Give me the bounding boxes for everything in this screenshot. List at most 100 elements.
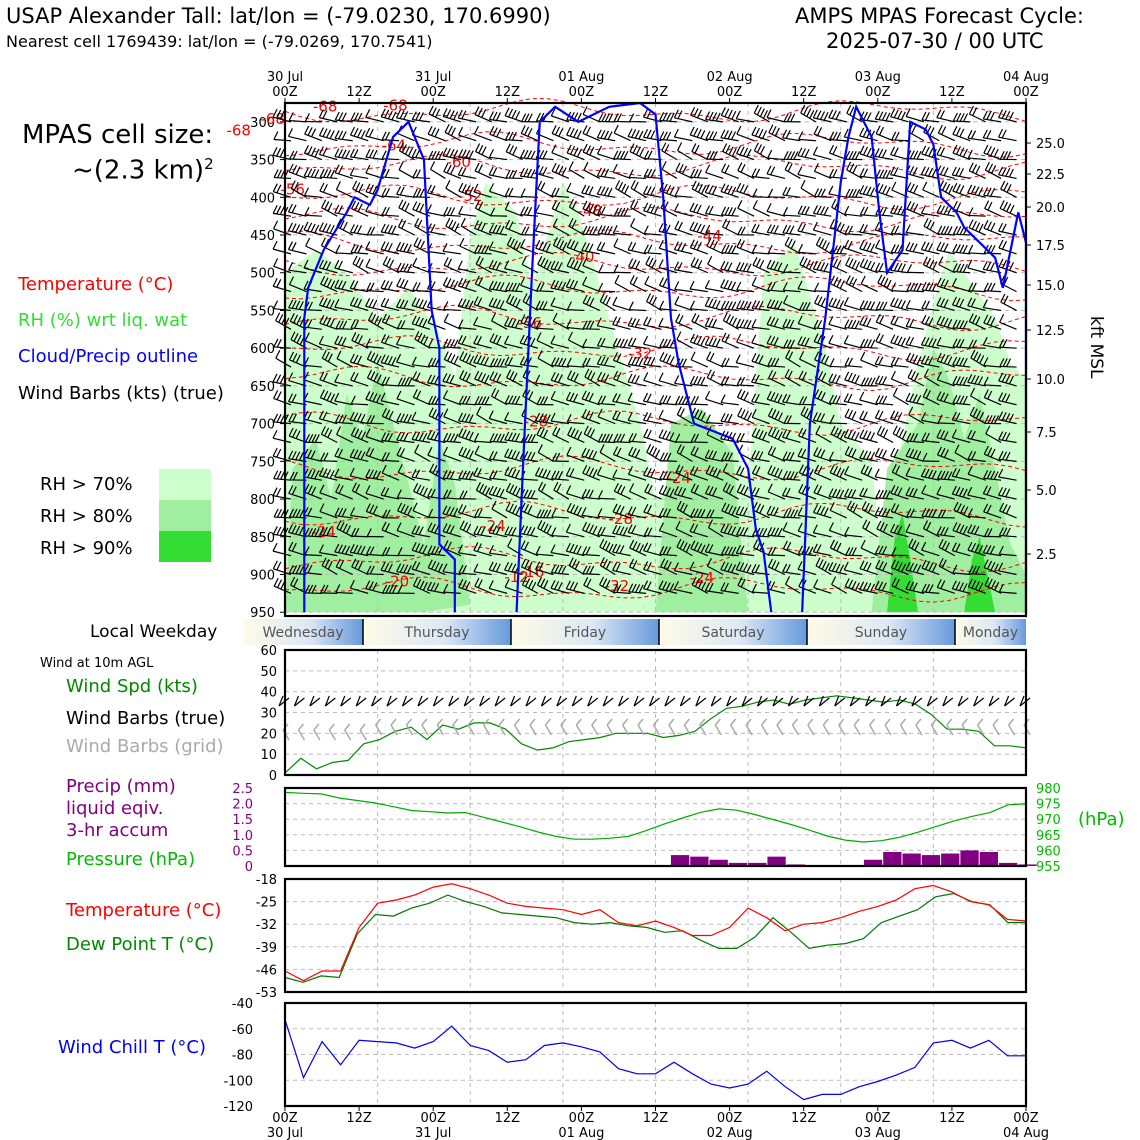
barb-feather [905, 299, 911, 309]
barb-shaft [304, 175, 322, 180]
wind-barb [366, 350, 384, 368]
barb-feather [401, 144, 407, 153]
barb-feather [690, 351, 696, 361]
barb-shaft [335, 491, 353, 500]
barb-feather [321, 199, 327, 209]
wind-barb [582, 357, 600, 368]
barb-feather [453, 339, 459, 348]
barb-feather [404, 202, 410, 212]
wind-barb [304, 206, 322, 217]
wind-barb [815, 236, 832, 255]
wind-barb [318, 146, 338, 161]
barb-shaft [550, 342, 570, 349]
barb-feather [428, 508, 434, 518]
barb-feather [891, 282, 897, 291]
barb-feather [823, 206, 829, 216]
barb-feather [907, 369, 913, 378]
barb-feather [422, 487, 428, 497]
barb-shaft [489, 190, 508, 198]
barb-feather [411, 148, 417, 158]
barb-shaft [459, 403, 477, 406]
barb-feather [582, 106, 588, 115]
barb-feather [507, 449, 513, 458]
barb-feather [357, 335, 363, 344]
wind-barb [720, 183, 739, 198]
barb-feather [523, 149, 529, 159]
wind-barb [381, 131, 400, 142]
barb-feather [804, 148, 810, 158]
barb-feather [431, 107, 437, 116]
wind-barb [736, 300, 755, 312]
barb-shaft [489, 569, 508, 576]
wind-barb [596, 129, 616, 142]
wind-barb [845, 275, 863, 293]
barb-feather [512, 505, 518, 514]
barb-feather [499, 488, 505, 498]
barb-feather [489, 358, 495, 367]
barb-feather [415, 372, 421, 382]
barb-feather [357, 429, 363, 439]
legend-rh70: RH > 70% [40, 474, 133, 495]
barb-feather [735, 354, 741, 363]
wind-barb [874, 221, 894, 236]
barb-feather [596, 466, 602, 476]
wind-barb [722, 143, 739, 161]
barb-feather [658, 429, 664, 438]
wind-barb [304, 527, 322, 538]
barb-feather [322, 316, 328, 325]
barb-feather [855, 261, 861, 270]
wind-barb [428, 339, 446, 349]
barb-feather [817, 296, 823, 305]
barb-feather [419, 240, 425, 250]
wind-barb [534, 561, 554, 576]
barb-feather [397, 218, 404, 228]
wind-barb [443, 163, 462, 179]
barb-shaft [643, 436, 662, 444]
wind-barb [318, 296, 338, 312]
barb-feather [325, 469, 332, 478]
barb-feather [673, 203, 679, 212]
barb-feather [504, 578, 510, 588]
barb-feather [912, 167, 918, 176]
barb-feather [476, 543, 482, 552]
barb-shaft [752, 207, 770, 217]
barb-feather [828, 168, 835, 178]
barb-feather [534, 561, 541, 570]
wind-barb [552, 218, 570, 236]
barb-feather [751, 352, 757, 362]
barb-feather [599, 557, 605, 566]
barb-feather [573, 260, 579, 270]
barb-feather [492, 167, 498, 176]
barb-feather [458, 395, 464, 404]
barb-feather [596, 167, 602, 177]
barb-feather [457, 412, 463, 422]
barb-feather [869, 187, 875, 196]
barb-feather [589, 226, 595, 235]
barb-feather [480, 222, 486, 232]
barb-feather [797, 166, 803, 175]
barb-feather [339, 521, 345, 531]
barb-feather [561, 281, 567, 291]
barb-feather [798, 131, 804, 140]
barb-feather [319, 484, 325, 494]
barb-feather [411, 411, 417, 421]
barb-feather [480, 244, 487, 254]
barb-shaft [597, 325, 616, 330]
barb-feather [322, 147, 328, 156]
barb-feather [438, 151, 444, 160]
barb-feather [326, 261, 332, 271]
barb-shaft [582, 284, 600, 293]
barb-feather [337, 448, 344, 458]
barb-feather [814, 294, 820, 304]
wind-barb [722, 218, 739, 236]
barb-shaft [427, 438, 446, 444]
barb-feather [443, 301, 449, 310]
barb-feather [508, 108, 514, 118]
barb-feather [523, 503, 530, 513]
barb-feather [701, 185, 707, 195]
barb-feather [352, 255, 358, 265]
barb-feather [875, 125, 881, 134]
barb-feather [674, 281, 680, 290]
barb-feather [449, 507, 455, 516]
barb-feather [473, 432, 480, 442]
